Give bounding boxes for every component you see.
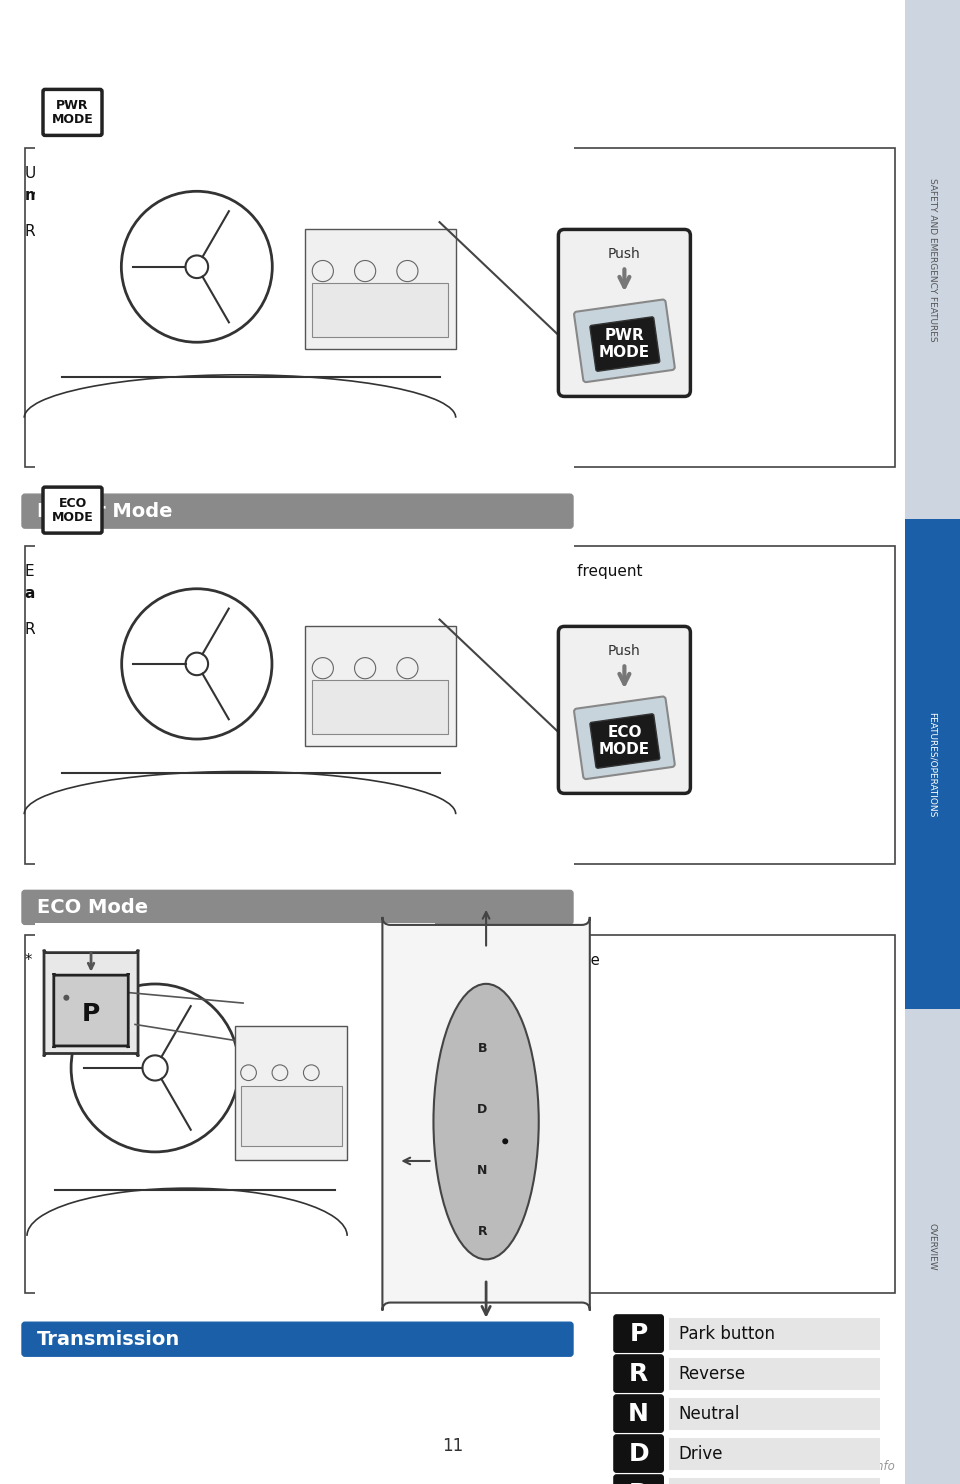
- Text: * The engine brake is the equivalent of downshifting. Shift to “B” when engine: * The engine brake is the equivalent of …: [25, 953, 600, 968]
- Bar: [304, 626, 456, 746]
- Bar: [35, 534, 574, 876]
- Text: Owner’s Manual: Owner’s Manual: [105, 224, 228, 239]
- Text: braking is desired (i.e. downhill driving, coasting to a stop, etc.).: braking is desired (i.e. downhill drivin…: [25, 974, 507, 988]
- Text: Drive: Drive: [679, 1444, 723, 1463]
- Text: ECO
MODE: ECO MODE: [52, 497, 93, 524]
- Text: Transmission: Transmission: [37, 1330, 180, 1349]
- FancyBboxPatch shape: [43, 487, 102, 533]
- Text: FEATURES/OPERATIONS: FEATURES/OPERATIONS: [928, 711, 937, 818]
- Text: for more details.: for more details.: [205, 224, 337, 239]
- Text: P: P: [82, 1002, 100, 1025]
- Bar: [241, 1086, 342, 1146]
- Ellipse shape: [434, 984, 539, 1260]
- Bar: [668, 1318, 880, 1349]
- Text: R: R: [629, 1361, 648, 1386]
- FancyBboxPatch shape: [614, 1475, 662, 1484]
- Text: Refer to the: Refer to the: [25, 224, 121, 239]
- FancyBboxPatch shape: [559, 230, 690, 396]
- FancyBboxPatch shape: [22, 890, 573, 925]
- Bar: [905, 0, 960, 1484]
- Text: PWR
MODE: PWR MODE: [599, 328, 650, 359]
- Bar: [668, 1398, 880, 1429]
- Text: carmanualsonline.info: carmanualsonline.info: [764, 1459, 895, 1472]
- Bar: [25, 546, 895, 864]
- FancyBboxPatch shape: [614, 1395, 662, 1432]
- Text: 11: 11: [442, 1437, 463, 1454]
- Bar: [668, 1358, 880, 1389]
- Text: N: N: [477, 1165, 488, 1177]
- FancyBboxPatch shape: [590, 714, 660, 769]
- Text: PWR
MODE: PWR MODE: [52, 99, 93, 126]
- Text: D: D: [477, 1103, 488, 1116]
- Bar: [235, 1025, 348, 1159]
- Bar: [668, 1478, 880, 1484]
- FancyBboxPatch shape: [559, 626, 690, 794]
- FancyBboxPatch shape: [382, 917, 589, 1310]
- Text: N: N: [628, 1401, 649, 1426]
- FancyBboxPatch shape: [614, 1315, 662, 1352]
- Text: accelerating and braking.: accelerating and braking.: [25, 586, 245, 601]
- Text: B: B: [629, 1481, 648, 1484]
- Text: Refer to the: Refer to the: [25, 622, 121, 637]
- Text: ECO Mode helps achieve low fuel consumption during trips that involve frequent: ECO Mode helps achieve low fuel consumpt…: [25, 564, 642, 579]
- FancyBboxPatch shape: [590, 318, 660, 371]
- FancyBboxPatch shape: [574, 696, 675, 779]
- Text: ECO
MODE: ECO MODE: [599, 726, 650, 757]
- Bar: [668, 1438, 880, 1469]
- FancyBboxPatch shape: [43, 89, 102, 135]
- Text: P: P: [630, 1322, 648, 1346]
- FancyBboxPatch shape: [574, 300, 675, 381]
- Bar: [312, 283, 448, 337]
- Bar: [25, 148, 895, 467]
- Text: Owner’s Manual: Owner’s Manual: [105, 622, 228, 637]
- Text: Push: Push: [608, 644, 640, 657]
- Circle shape: [502, 1138, 508, 1144]
- FancyBboxPatch shape: [614, 1355, 662, 1392]
- Text: Use when a higher level of response is desired, such as when driving in: Use when a higher level of response is d…: [25, 166, 573, 181]
- Text: Park button: Park button: [679, 1325, 775, 1343]
- Text: for more details.: for more details.: [205, 622, 337, 637]
- Text: Power Mode: Power Mode: [37, 502, 173, 521]
- Text: mountainous regions.: mountainous regions.: [25, 188, 212, 203]
- Text: ECO Mode: ECO Mode: [37, 898, 148, 917]
- Circle shape: [63, 994, 69, 1000]
- Bar: [312, 680, 448, 735]
- FancyBboxPatch shape: [614, 1435, 662, 1472]
- Text: R: R: [477, 1226, 487, 1238]
- Bar: [25, 935, 895, 1293]
- Bar: [304, 229, 456, 349]
- Bar: [905, 519, 960, 1009]
- Text: OVERVIEW: OVERVIEW: [928, 1223, 937, 1270]
- Text: Neutral: Neutral: [679, 1404, 740, 1423]
- Bar: [35, 923, 435, 1304]
- Bar: [35, 137, 574, 479]
- FancyBboxPatch shape: [44, 950, 138, 1057]
- Text: SAFETY AND EMERGENCY FEATURES: SAFETY AND EMERGENCY FEATURES: [928, 178, 937, 341]
- Text: Push: Push: [608, 246, 640, 261]
- FancyBboxPatch shape: [22, 494, 573, 528]
- FancyBboxPatch shape: [54, 974, 129, 1048]
- Text: B: B: [477, 1042, 487, 1055]
- Text: D: D: [628, 1441, 649, 1466]
- Text: Reverse: Reverse: [679, 1365, 746, 1383]
- FancyBboxPatch shape: [22, 1322, 573, 1356]
